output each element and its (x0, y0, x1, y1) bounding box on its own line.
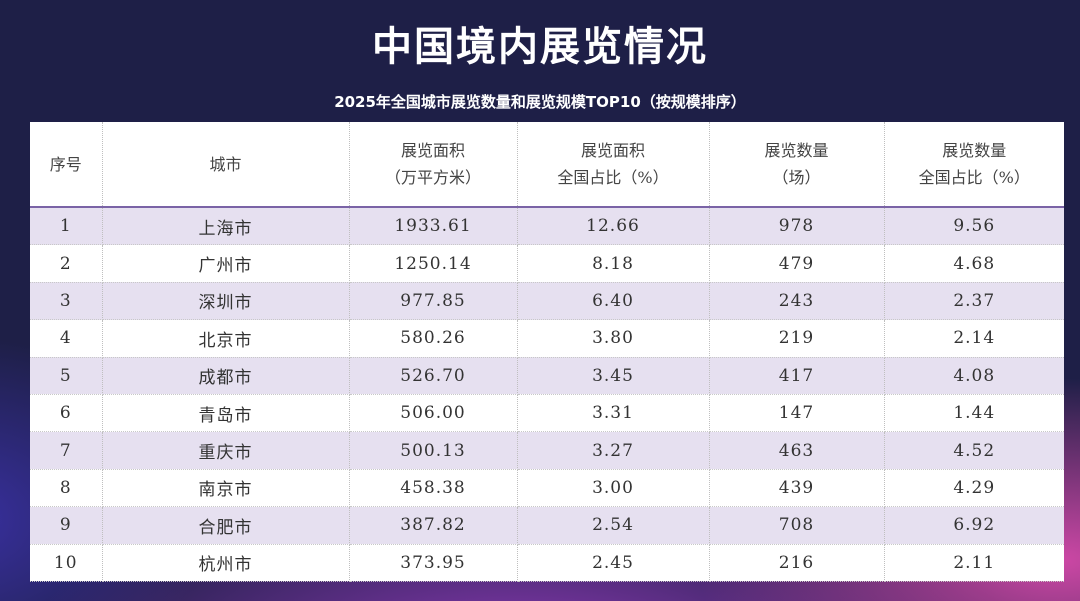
cell-area-share: 3.45 (517, 357, 710, 395)
cell-count: 243 (709, 282, 885, 321)
cell-area-share: 3.00 (517, 469, 710, 508)
cell-rank: 5 (30, 357, 103, 395)
cell-area: 387.82 (349, 506, 518, 545)
header-count-share: 展览数量 全国占比（%） (884, 122, 1064, 208)
cell-area: 580.26 (349, 319, 518, 358)
cell-count: 978 (709, 207, 885, 246)
cell-count-share: 2.37 (884, 282, 1064, 321)
cell-count-share: 2.11 (884, 544, 1064, 582)
cell-city: 成都市 (102, 357, 350, 395)
cell-count: 708 (709, 506, 885, 545)
table-row: 8 南京市 458.38 3.00 439 4.29 (30, 469, 1064, 508)
table-row: 4 北京市 580.26 3.80 219 2.14 (30, 319, 1064, 358)
cell-rank: 7 (30, 431, 103, 470)
table-caption: 2025年全国城市展览数量和展览规模TOP10（按规模排序） (334, 93, 746, 111)
header-area-share: 展览面积 全国占比（%） (517, 122, 710, 208)
header-label: 展览数量 (942, 141, 1007, 160)
header-label: 城市 (209, 154, 242, 174)
cell-area: 526.70 (349, 357, 518, 395)
cell-area: 977.85 (349, 282, 518, 321)
cell-count: 216 (709, 544, 885, 582)
header-unit: 全国占比（%） (557, 168, 669, 187)
cell-area-share: 3.27 (517, 431, 710, 470)
cell-city: 青岛市 (102, 394, 350, 433)
page-title: 中国境内展览情况 (372, 24, 708, 70)
header-label: 展览数量 (764, 141, 829, 160)
cell-rank: 3 (30, 282, 103, 321)
cell-area-share: 8.18 (517, 244, 710, 283)
table-row: 6 青岛市 506.00 3.31 147 1.44 (30, 394, 1064, 433)
cell-count-share: 4.52 (884, 431, 1064, 470)
header-count: 展览数量 （场） (709, 122, 885, 208)
header-label: 展览面积 (400, 141, 465, 160)
cell-count-share: 4.68 (884, 244, 1064, 283)
header-rank: 序号 (30, 122, 103, 208)
table-row: 3 深圳市 977.85 6.40 243 2.37 (30, 282, 1064, 321)
cell-city: 南京市 (102, 469, 350, 508)
cell-area-share: 6.40 (517, 282, 710, 321)
cell-city: 重庆市 (102, 431, 350, 470)
header-label: 序号 (49, 154, 82, 174)
cell-rank: 10 (30, 544, 103, 582)
cell-rank: 9 (30, 506, 103, 545)
cell-count: 479 (709, 244, 885, 283)
table-row: 5 成都市 526.70 3.45 417 4.08 (30, 357, 1064, 395)
cell-area-share: 2.54 (517, 506, 710, 545)
table-row: 1 上海市 1933.61 12.66 978 9.56 (30, 207, 1064, 246)
data-table: 序号 城市 展览面积 （万平方米） 展览面积 全国占比（%） 展览数量 （场） (30, 122, 1064, 582)
table-row: 9 合肥市 387.82 2.54 708 6.92 (30, 506, 1064, 545)
cell-count: 439 (709, 469, 885, 508)
cell-city: 广州市 (102, 244, 350, 283)
cell-area-share: 2.45 (517, 544, 710, 582)
header-label: 展览面积 (580, 141, 645, 160)
cell-area-share: 12.66 (517, 207, 710, 246)
cell-area-share: 3.80 (517, 319, 710, 358)
cell-area: 1933.61 (349, 207, 518, 246)
cell-rank: 8 (30, 469, 103, 508)
cell-city: 深圳市 (102, 282, 350, 321)
table-row: 7 重庆市 500.13 3.27 463 4.52 (30, 431, 1064, 470)
cell-city: 北京市 (102, 319, 350, 358)
table-row: 2 广州市 1250.14 8.18 479 4.68 (30, 244, 1064, 283)
cell-count: 417 (709, 357, 885, 395)
cell-area: 373.95 (349, 544, 518, 582)
header-area: 展览面积 （万平方米） (349, 122, 518, 208)
header-row: 序号 城市 展览面积 （万平方米） 展览面积 全国占比（%） 展览数量 （场） (30, 122, 1064, 208)
cell-count-share: 9.56 (884, 207, 1064, 246)
cell-rank: 4 (30, 319, 103, 358)
table-body: 1 上海市 1933.61 12.66 978 9.56 2 广州市 1250.14 8.18 47… (30, 207, 1064, 582)
header-unit: （万平方米） (384, 168, 481, 187)
exhibition-table: 序号 城市 展览面积 （万平方米） 展览面积 全国占比（%） 展览数量 （场） (30, 122, 1064, 582)
cell-area: 1250.14 (349, 244, 518, 283)
cell-rank: 1 (30, 207, 103, 246)
cell-count: 219 (709, 319, 885, 358)
cell-area: 458.38 (349, 469, 518, 508)
cell-rank: 2 (30, 244, 103, 283)
cell-area: 506.00 (349, 394, 518, 433)
cell-city: 合肥市 (102, 506, 350, 545)
cell-count: 147 (709, 394, 885, 433)
table-row: 10 杭州市 373.95 2.45 216 2.11 (30, 544, 1064, 582)
header-unit: 全国占比（%） (918, 168, 1030, 187)
cell-rank: 6 (30, 394, 103, 433)
header-city: 城市 (102, 122, 350, 208)
cell-count: 463 (709, 431, 885, 470)
cell-area: 500.13 (349, 431, 518, 470)
cell-count-share: 1.44 (884, 394, 1064, 433)
cell-count-share: 4.08 (884, 357, 1064, 395)
cell-city: 上海市 (102, 207, 350, 246)
header-unit: （场） (772, 168, 821, 187)
cell-count-share: 4.29 (884, 469, 1064, 508)
cell-area-share: 3.31 (517, 394, 710, 433)
cell-count-share: 2.14 (884, 319, 1064, 358)
cell-count-share: 6.92 (884, 506, 1064, 545)
cell-city: 杭州市 (102, 544, 350, 582)
